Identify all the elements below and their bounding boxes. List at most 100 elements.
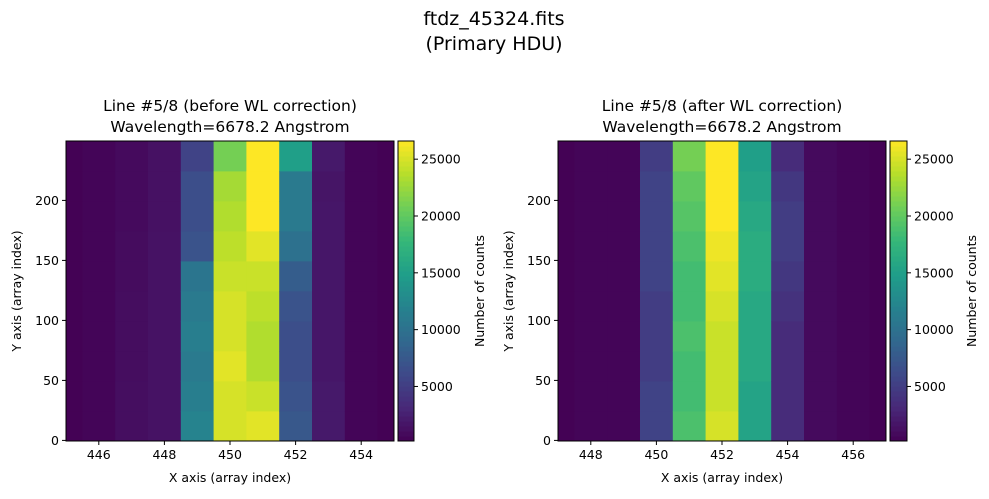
right-heatmap-cell	[607, 411, 641, 441]
right-colorbar-segment	[890, 151, 907, 157]
right-colorbar-segment	[890, 141, 907, 147]
left-heatmap-cell	[180, 321, 214, 352]
right-heatmap-cell	[804, 321, 838, 352]
left-heatmap-cell	[148, 201, 182, 232]
right-colorbar-segment	[890, 201, 907, 207]
left-heatmap-cell	[148, 171, 182, 202]
left-colorbar-segment	[398, 156, 414, 162]
left-heatmap-cell	[66, 411, 83, 441]
right-colorbar-segment	[890, 356, 907, 362]
right-colorbar-segment	[890, 161, 907, 167]
left-heatmap-cell	[246, 351, 280, 382]
right-heatmap-cell	[738, 261, 772, 292]
left-heatmap-cell	[377, 231, 394, 262]
left-heatmap-cell	[66, 321, 83, 352]
right-heatmap-cell	[607, 321, 641, 352]
left-colorbar-segment	[398, 386, 414, 392]
right-heatmap-cell	[836, 351, 870, 382]
right-heatmap-cell	[558, 231, 575, 262]
right-heatmap-cell	[574, 291, 608, 322]
right-heatmap-cell	[771, 381, 805, 412]
right-title-line2: Wavelength=6678.2 Angstrom	[602, 118, 841, 136]
right-colorbar-segment	[890, 166, 907, 172]
right-heatmap-cell	[771, 171, 805, 202]
right-heatmap-cell	[771, 231, 805, 262]
right-heatmap-cell	[738, 381, 772, 412]
right-colorbar-segment	[890, 401, 907, 407]
left-colorbar-segment	[398, 401, 414, 407]
left-colorbar-segment	[398, 376, 414, 382]
left-colorbar-segment	[398, 251, 414, 257]
right-heatmap-cell	[836, 321, 870, 352]
left-heatmap-cell	[377, 351, 394, 382]
right-heatmap-cell	[607, 231, 641, 262]
right-heatmap-cell	[640, 261, 674, 292]
right-heatmap-cell	[558, 321, 575, 352]
left-heatmap-cell	[180, 171, 214, 202]
left-heatmap-cell	[377, 261, 394, 292]
left-heatmap-cell	[279, 291, 313, 322]
right-heatmap-cell	[836, 261, 870, 292]
right-heatmap-cell	[558, 261, 575, 292]
right-heatmap-cell	[672, 411, 706, 441]
right-colorbar-segment	[890, 196, 907, 202]
right-heatmap-cell	[869, 321, 886, 352]
left-heatmap-cell	[213, 261, 247, 292]
left-colorbar-segment	[398, 356, 414, 362]
right-heatmap-cell	[607, 381, 641, 412]
left-heatmap-cell	[82, 171, 116, 202]
right-heatmap-cell	[836, 141, 870, 172]
right-colorbar-segment	[890, 311, 907, 317]
right-colorbar-frame	[889, 140, 908, 442]
left-heatmap-cell	[279, 411, 313, 441]
left-heatmap-cell	[82, 351, 116, 382]
right-heatmap-cell	[804, 351, 838, 382]
right-heatmap-cell	[640, 141, 674, 172]
left-colorbar-segment	[398, 301, 414, 307]
right-ylabel: Y axis (array index)	[501, 230, 516, 352]
left-heatmap-cell	[115, 261, 149, 292]
left-colorbar-segment	[398, 256, 414, 262]
left-heatmap-cell	[279, 351, 313, 382]
left-heatmap-cell	[180, 351, 214, 382]
left-heatmap-cell	[279, 141, 313, 172]
right-heatmap-cell	[558, 351, 575, 382]
left-heatmap-cell	[312, 291, 346, 322]
left-colorbar-segment	[398, 336, 414, 342]
left-heatmap-cell	[279, 261, 313, 292]
right-heatmap-cell	[738, 321, 772, 352]
right-heatmap-cell	[738, 171, 772, 202]
right-xtick-label: 456	[841, 447, 865, 462]
left-heatmap-cell	[82, 261, 116, 292]
left-heatmap-cell	[377, 291, 394, 322]
figure-title-line1: ftdz_45324.fits	[423, 8, 564, 30]
left-heatmap-cell	[246, 261, 280, 292]
left-colorbar-segment	[398, 166, 414, 172]
left-ytick-label: 100	[35, 313, 59, 328]
left-heatmap-cell	[115, 411, 149, 441]
right-colorbar-segment	[890, 276, 907, 282]
left-heatmap-cell	[148, 231, 182, 262]
left-heatmap-cell	[246, 321, 280, 352]
right-colorbar-segment	[890, 246, 907, 252]
left-colorbar-segment	[398, 426, 414, 432]
right-heatmap-cell	[804, 291, 838, 322]
left-heatmap-cell	[180, 141, 214, 172]
right-heatmap-cell	[738, 411, 772, 441]
left-heatmap-cell	[66, 231, 83, 262]
left-panel: Line #5/8 (before WL correction) Wavelen…	[9, 97, 487, 485]
right-xtick-label: 448	[579, 447, 603, 462]
left-heatmap-cell	[66, 261, 83, 292]
right-heatmap-cell	[558, 141, 575, 172]
right-colorbar-segment	[890, 346, 907, 352]
left-heatmap-cell	[246, 141, 280, 172]
right-colorbar-segment	[890, 156, 907, 162]
left-colorbar-segment	[398, 326, 414, 332]
right-colorbar-segment	[890, 391, 907, 397]
right-heatmap-cell	[771, 411, 805, 441]
left-ytick-label: 150	[35, 253, 59, 268]
left-colorbar-segment	[398, 146, 414, 152]
left-heatmap-cell	[312, 381, 346, 412]
left-heatmap-cell	[148, 351, 182, 382]
right-heatmap-cell	[672, 381, 706, 412]
